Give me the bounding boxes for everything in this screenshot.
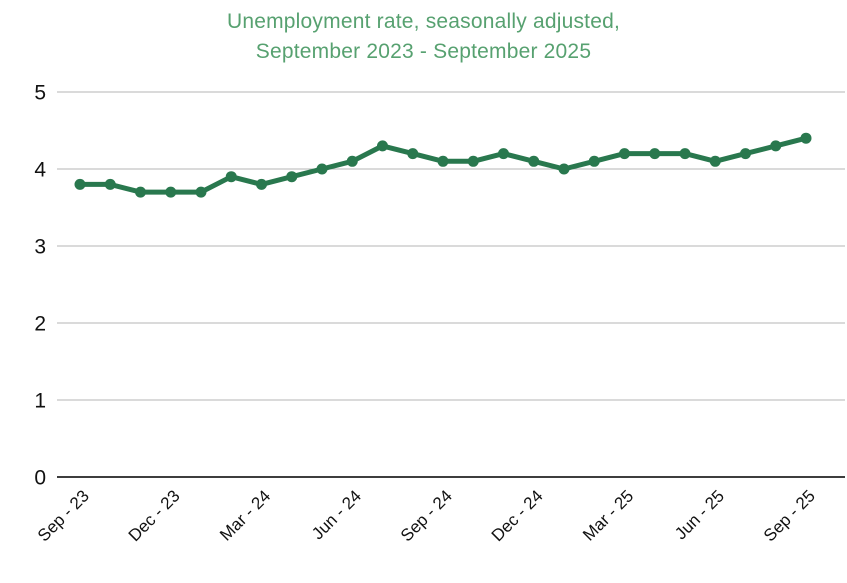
data-point-Sep-24 <box>437 155 449 167</box>
x-tick-label-18: Mar - 25 <box>579 486 637 544</box>
data-point-Dec-23 <box>165 186 177 198</box>
y-tick-label-3: 3 <box>34 236 46 259</box>
data-point-Mar-25 <box>619 148 630 160</box>
data-point-Aug-24 <box>407 148 419 160</box>
data-point-Nov-23 <box>135 186 146 198</box>
x-tick-label-3: Dec - 23 <box>125 486 184 545</box>
y-tick-label-1: 1 <box>34 390 46 413</box>
data-point-Nov-24 <box>498 148 509 160</box>
data-point-May-24 <box>316 163 328 175</box>
x-tick-label-15: Dec - 24 <box>488 486 547 545</box>
data-point-Feb-24 <box>225 171 237 183</box>
data-point-May-25 <box>679 148 691 160</box>
chart-title: Unemployment rate, seasonally adjusted, … <box>0 7 847 67</box>
data-point-Feb-25 <box>588 155 600 167</box>
y-tick-label-2: 2 <box>34 313 46 336</box>
x-tick-label-9: Jun - 24 <box>308 486 365 543</box>
data-point-Apr-24 <box>286 171 298 183</box>
chart-title-line-1: Unemployment rate, seasonally adjusted, <box>226 10 620 33</box>
y-tick-label-5: 5 <box>34 82 46 105</box>
x-tick-label-24: Sep - 25 <box>760 486 819 545</box>
data-point-Sep-23 <box>74 178 86 190</box>
data-point-Apr-25 <box>649 148 661 160</box>
data-point-Jun-25 <box>709 155 721 167</box>
data-point-Oct-24 <box>467 155 479 167</box>
x-tick-label-21: Jun - 25 <box>671 486 728 543</box>
data-point-Jan-25 <box>558 163 570 175</box>
data-point-Jul-25 <box>740 148 751 160</box>
data-point-Dec-24 <box>528 155 540 167</box>
x-tick-label-12: Sep - 24 <box>397 486 456 545</box>
data-point-Jun-24 <box>346 155 358 167</box>
y-tick-label-0: 0 <box>34 467 46 490</box>
data-point-Sep-25 <box>800 132 812 144</box>
data-point-Jan-24 <box>195 186 207 198</box>
data-point-Mar-24 <box>256 178 267 190</box>
data-point-Oct-23 <box>104 178 116 190</box>
data-point-Aug-25 <box>770 140 782 152</box>
y-tick-label-4: 4 <box>34 159 46 182</box>
data-point-Jul-24 <box>377 140 388 152</box>
chart-title-line-2: September 2023 - September 2025 <box>255 40 592 63</box>
x-tick-label-6: Mar - 24 <box>216 486 274 544</box>
x-tick-label-0: Sep - 23 <box>34 486 93 545</box>
